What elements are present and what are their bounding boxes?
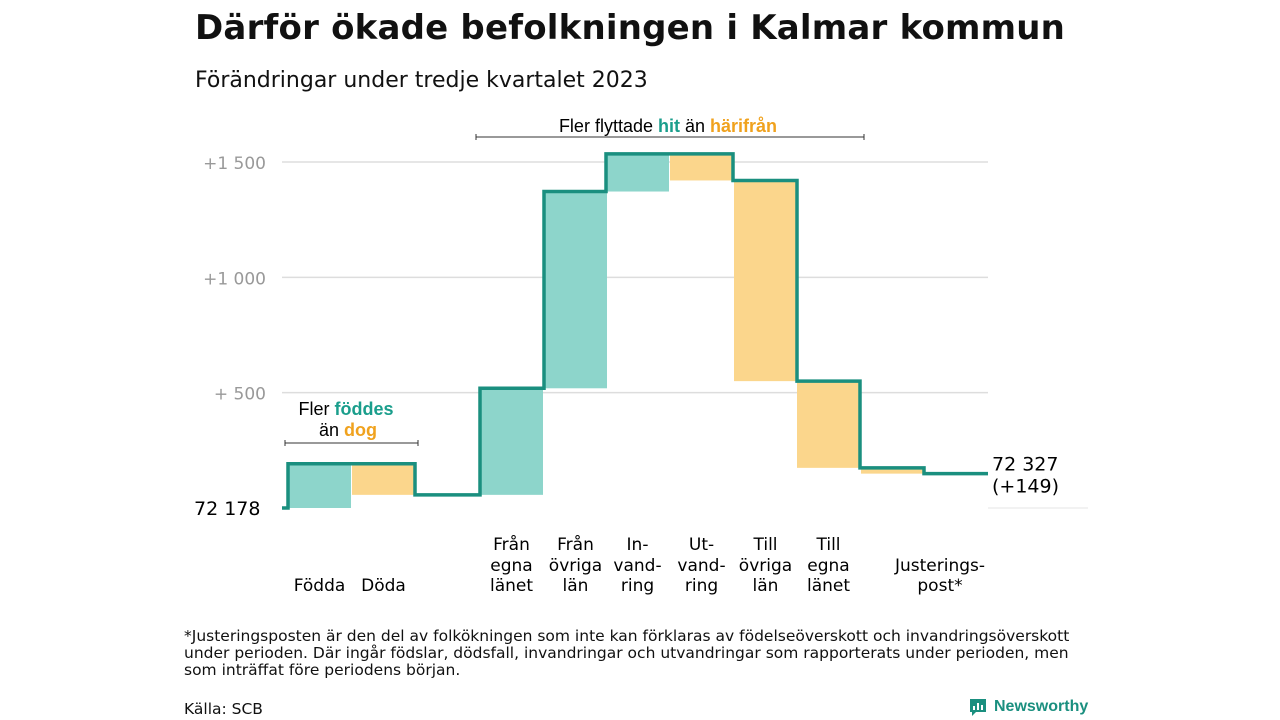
x-category-label: vand- bbox=[677, 556, 725, 576]
y-tick-label: + 500 bbox=[214, 385, 266, 405]
x-category-label: egna bbox=[807, 556, 849, 576]
annotation-births-line1: Fler föddes bbox=[298, 399, 393, 419]
x-category-label: län bbox=[753, 576, 779, 596]
x-category-label: övriga bbox=[549, 556, 602, 576]
bar-justerings--post* bbox=[861, 467, 924, 474]
annotation-migration-bracket bbox=[475, 134, 865, 140]
footnote: *Justeringsposten är den del av folkökni… bbox=[184, 627, 1070, 679]
newsworthy-logo-text: Newsworthy bbox=[994, 698, 1089, 715]
x-category-label: Ut- bbox=[689, 535, 714, 555]
y-tick-label: +1 500 bbox=[203, 154, 266, 174]
x-category-label: Till bbox=[752, 535, 777, 555]
annotation-migration: Fler flyttade hit än härifrån bbox=[559, 116, 777, 136]
chart-title: Därför ökade befolkningen i Kalmar kommu… bbox=[195, 8, 1066, 48]
x-category-label: Till bbox=[815, 535, 840, 555]
x-category-label: ring bbox=[685, 576, 718, 596]
source-label: Källa: SCB bbox=[184, 700, 263, 718]
end-value-label: 72 327 bbox=[992, 454, 1058, 476]
x-category-label: län bbox=[563, 576, 589, 596]
waterfall-chart: + 500 +1 000 +1 500 72 178 72 327(+149) Födda… bbox=[194, 116, 1088, 596]
end-change-label: (+149) bbox=[992, 476, 1059, 498]
annotation-births-line2: än dog bbox=[319, 420, 377, 440]
x-category-label: egna bbox=[490, 556, 532, 576]
newsworthy-logo-icon bbox=[970, 699, 986, 716]
x-category-label: In- bbox=[627, 535, 649, 555]
x-category-label: övriga bbox=[739, 556, 792, 576]
x-category-label: Födda bbox=[294, 576, 346, 596]
x-category-label: Döda bbox=[361, 576, 406, 596]
y-tick-label: +1 000 bbox=[203, 269, 266, 289]
start-value-label: 72 178 bbox=[194, 498, 260, 520]
bar-till-egna-länet bbox=[797, 381, 860, 468]
bar-till-övriga-län bbox=[734, 180, 797, 382]
x-category-label: ring bbox=[621, 576, 654, 596]
bar-från-egna-länet bbox=[480, 388, 543, 495]
bar-födda bbox=[288, 463, 351, 508]
annotation-births-bracket bbox=[284, 440, 419, 446]
bar-in--vand--ring bbox=[606, 153, 669, 192]
x-category-label: post* bbox=[917, 576, 962, 596]
x-category-label: Justerings- bbox=[894, 556, 985, 576]
x-category-label: länet bbox=[807, 576, 850, 596]
bar-från-övriga-län bbox=[544, 191, 607, 389]
x-category-label: Från bbox=[493, 534, 530, 555]
x-category-label: vand- bbox=[613, 556, 661, 576]
x-category-label: länet bbox=[490, 576, 533, 596]
cumulative-step-line bbox=[282, 152, 988, 510]
newsworthy-logo: Newsworthy bbox=[968, 697, 1088, 717]
x-category-label: Från bbox=[557, 534, 594, 555]
bar-döda bbox=[352, 463, 415, 495]
chart-subtitle: Förändringar under tredje kvartalet 2023 bbox=[195, 68, 648, 93]
bar-ut--vand--ring bbox=[670, 153, 733, 181]
